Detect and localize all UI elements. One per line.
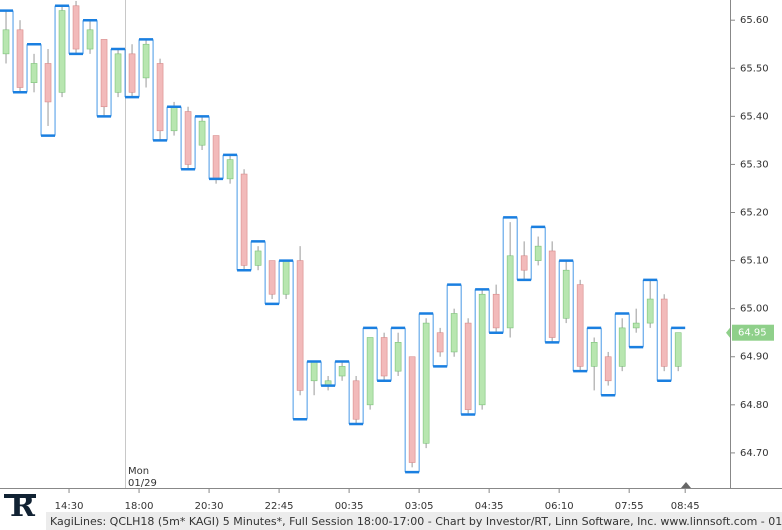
candle-body <box>506 255 514 329</box>
y-tick-label: 65.60 <box>740 15 769 26</box>
candle-body <box>86 29 94 50</box>
candle-body <box>534 245 542 261</box>
candle-body <box>128 53 136 93</box>
x-tick-label: 06:10 <box>545 501 574 512</box>
last-price-label: 64.95 <box>738 328 767 339</box>
candle-body <box>240 173 248 266</box>
candle-body <box>436 332 444 353</box>
x-tick-label: 04:35 <box>475 501 504 512</box>
candle-body <box>226 159 234 180</box>
candle-body <box>58 10 66 93</box>
kagi-line <box>0 4 686 474</box>
candle-body <box>562 269 570 319</box>
candle-body <box>142 43 150 79</box>
candle-body <box>576 284 584 367</box>
candle-body <box>282 260 290 295</box>
candle-body <box>548 250 556 338</box>
candle-body <box>212 135 220 180</box>
candle-body <box>590 342 598 367</box>
session-date: 01/29 <box>128 478 157 489</box>
x-tick-label: 14:30 <box>55 501 84 512</box>
x-tick-label: 00:35 <box>335 501 364 512</box>
x-tick-label: 22:45 <box>265 501 294 512</box>
candle-body <box>268 260 276 295</box>
candle-body <box>16 29 24 88</box>
current-marker <box>681 482 691 488</box>
candle-body <box>478 293 486 406</box>
y-tick-label: 65.30 <box>740 159 769 170</box>
candle-body <box>422 322 430 444</box>
y-tick-label: 64.70 <box>740 448 769 459</box>
y-tick-label: 65.40 <box>740 111 769 122</box>
y-tick-label: 65.10 <box>740 256 769 267</box>
candle-body <box>30 63 38 83</box>
x-tick-label: 07:55 <box>615 501 644 512</box>
logo: R <box>0 489 46 530</box>
x-tick-label: 08:45 <box>671 501 700 512</box>
x-tick-label: 03:05 <box>405 501 434 512</box>
candle-body <box>618 327 626 367</box>
candle-body <box>366 337 374 406</box>
candle-body <box>520 255 528 271</box>
y-tick-label: 65.50 <box>740 63 769 74</box>
candle-body <box>156 63 164 132</box>
y-tick-label: 65.20 <box>740 208 769 219</box>
candle-body <box>394 342 402 372</box>
candle-body <box>338 366 346 377</box>
candle-body <box>114 53 122 93</box>
x-tick-label: 20:30 <box>195 501 224 512</box>
candle-body <box>380 337 388 377</box>
candle-body <box>184 111 192 165</box>
candle-body <box>170 106 178 132</box>
candle-body <box>408 356 416 463</box>
candle-body <box>632 322 640 329</box>
candle-body <box>352 380 360 420</box>
candle-body <box>198 120 206 146</box>
candle-body <box>2 29 10 55</box>
candle-body <box>450 313 458 353</box>
footer-bar <box>0 512 782 530</box>
x-tick-label: 18:00 <box>125 501 154 512</box>
kagi-connectors <box>12 5 672 473</box>
session-day: Mon <box>128 466 149 477</box>
candle-body <box>646 298 654 324</box>
y-tick-label: 64.80 <box>740 400 769 411</box>
candle-body <box>492 293 500 329</box>
candle-body <box>296 260 304 391</box>
candle-body <box>100 39 108 108</box>
candle-body <box>44 63 52 103</box>
last-price-marker <box>726 327 730 338</box>
y-tick-label: 65.00 <box>740 304 769 315</box>
candle-body <box>464 322 472 410</box>
candle-body <box>310 361 318 382</box>
y-tick-label: 64.90 <box>740 352 769 363</box>
candle-body <box>660 298 668 367</box>
footer-text: KagiLines: QCLH18 (5m* KAGI) 5 Minutes*,… <box>50 515 782 528</box>
candle-body <box>604 356 612 382</box>
candle-body <box>254 250 262 266</box>
last-price-box <box>732 324 774 341</box>
candle-body <box>72 5 80 50</box>
candle-body <box>674 332 682 367</box>
